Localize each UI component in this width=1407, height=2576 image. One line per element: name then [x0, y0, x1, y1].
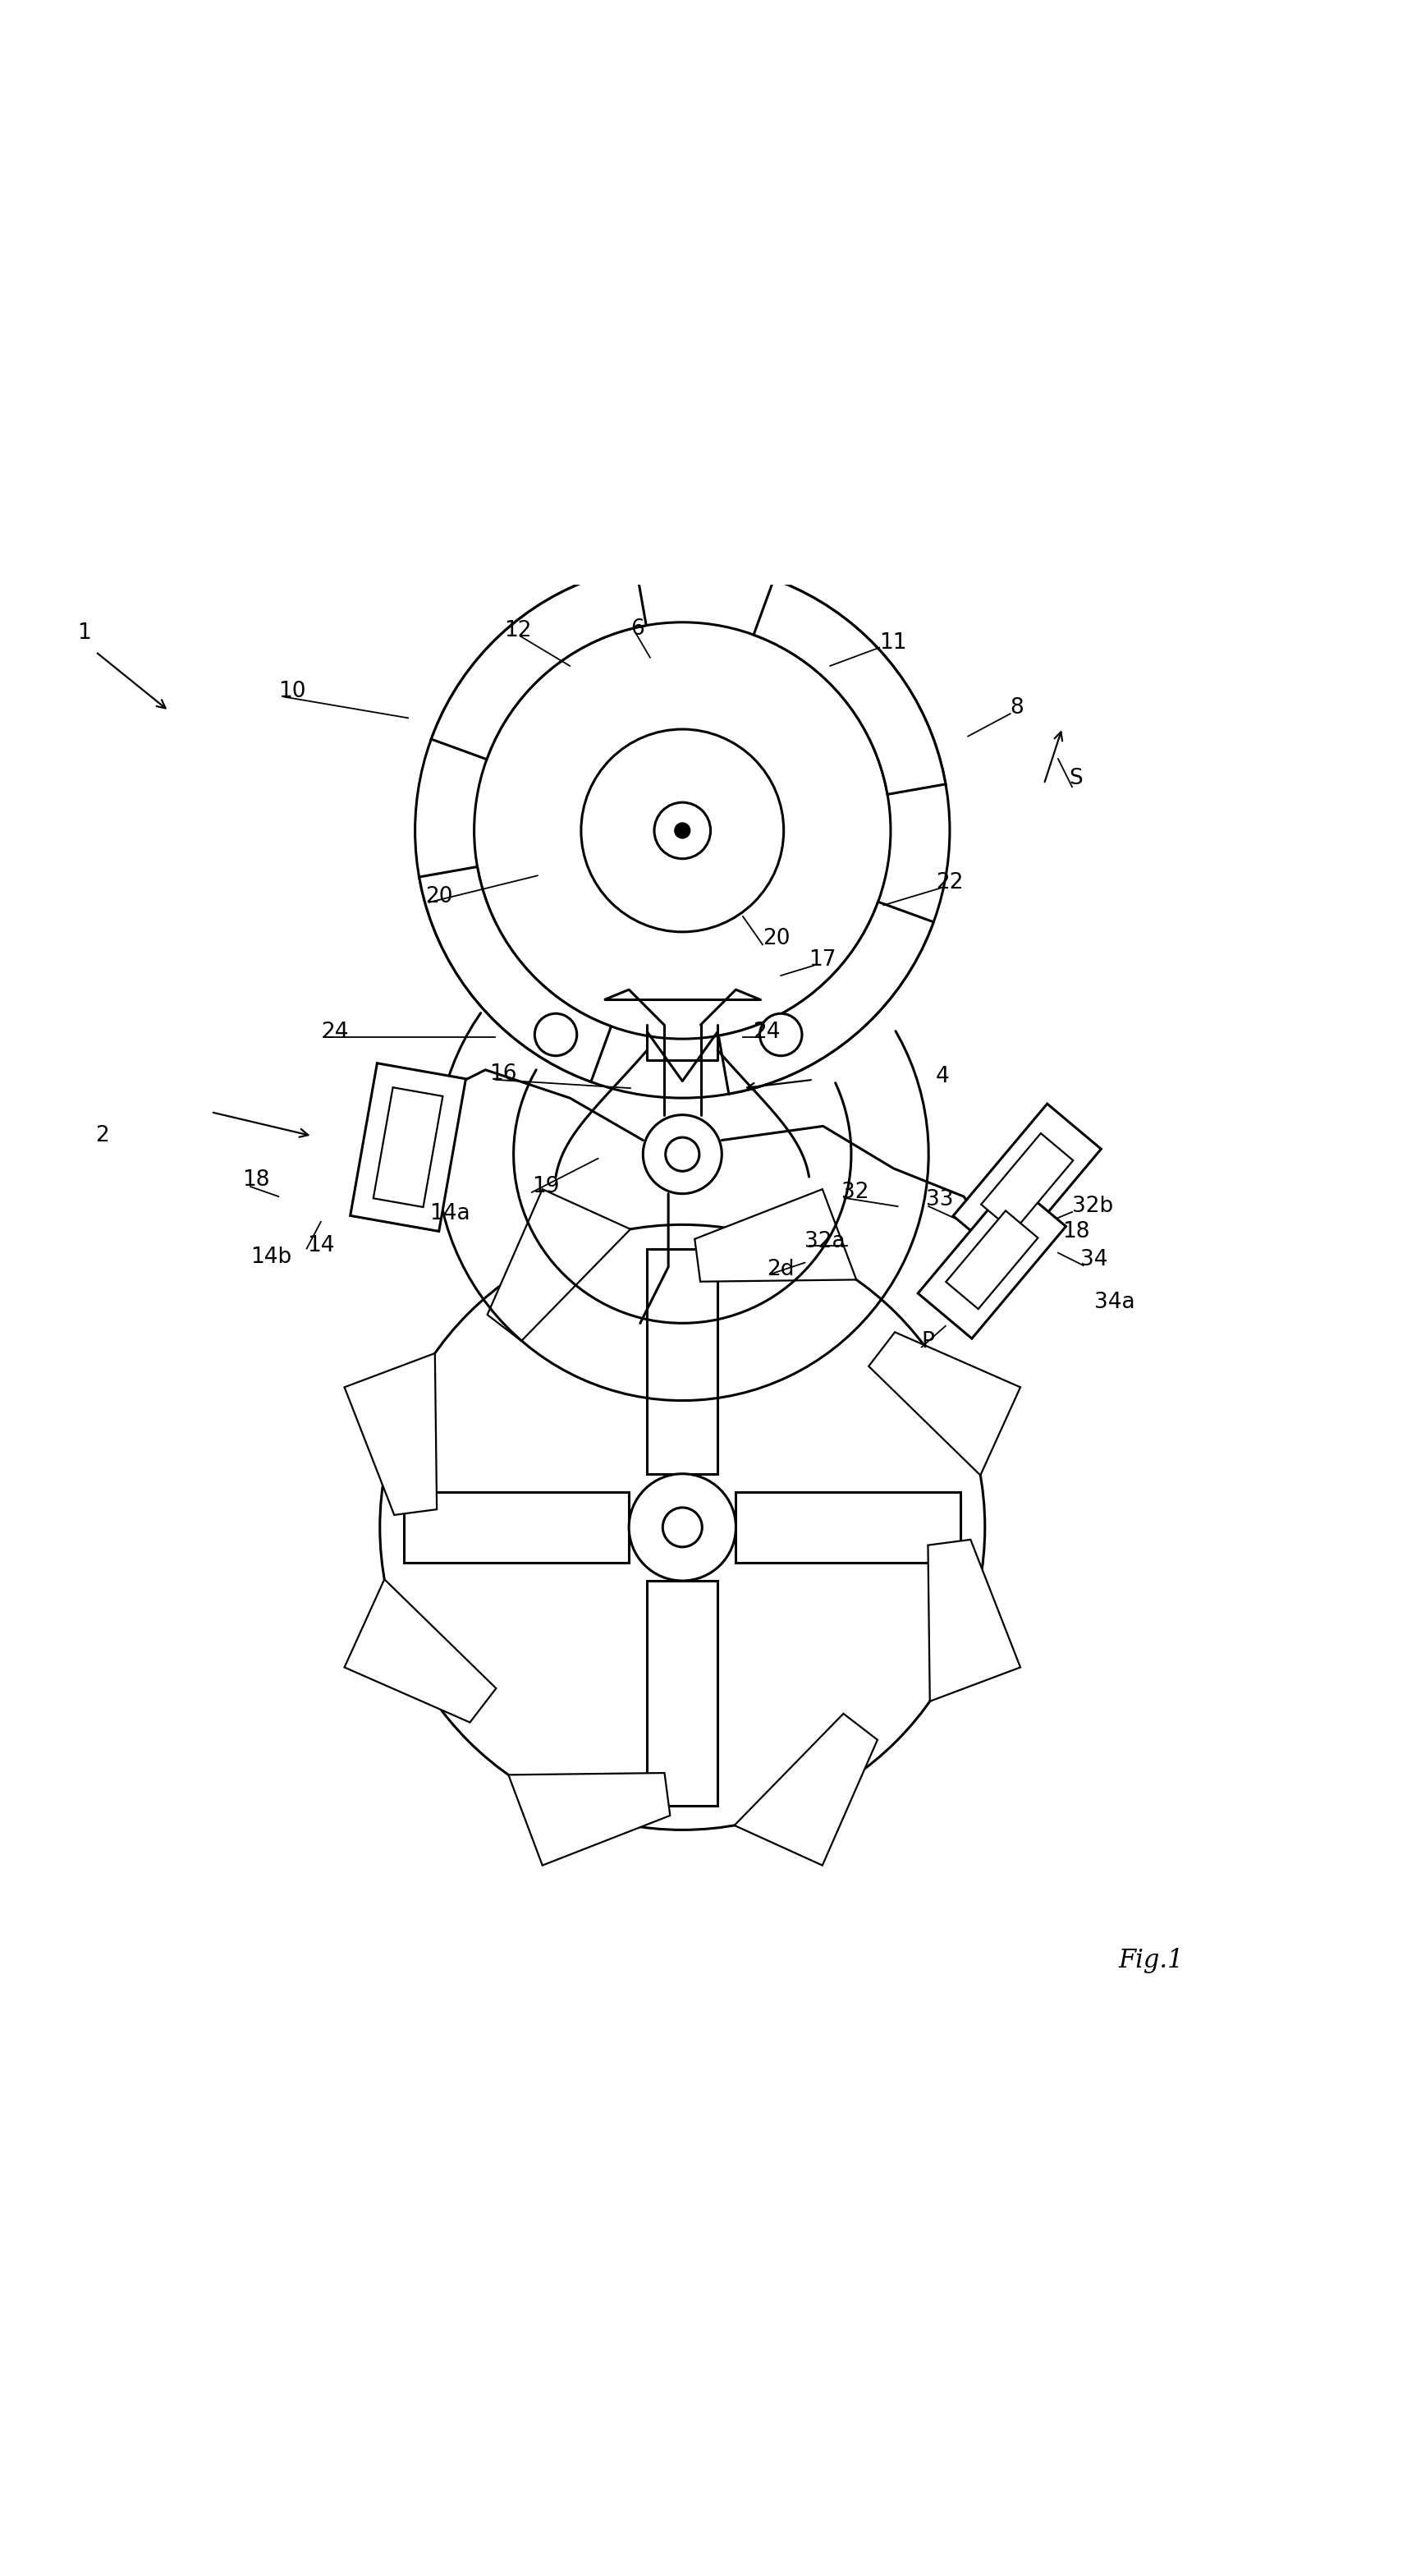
Text: 16: 16 [490, 1064, 518, 1084]
Text: 32b: 32b [1072, 1195, 1113, 1216]
Circle shape [675, 824, 689, 837]
Text: Fig.1: Fig.1 [1119, 1947, 1183, 1973]
Polygon shape [868, 1332, 1020, 1476]
Text: 34: 34 [1081, 1249, 1109, 1270]
Polygon shape [373, 1087, 443, 1208]
Circle shape [535, 1012, 577, 1056]
Polygon shape [946, 1211, 1038, 1309]
Polygon shape [719, 902, 934, 1095]
Text: 6: 6 [630, 618, 644, 639]
Polygon shape [431, 567, 646, 760]
Text: 22: 22 [936, 871, 964, 894]
Text: 18: 18 [242, 1170, 270, 1190]
Text: 19: 19 [532, 1177, 560, 1198]
Polygon shape [508, 1772, 670, 1865]
Text: 2d: 2d [767, 1260, 795, 1280]
Text: 12: 12 [504, 621, 532, 641]
Polygon shape [754, 580, 946, 793]
Circle shape [643, 1115, 722, 1193]
Polygon shape [345, 1352, 436, 1515]
Text: 10: 10 [279, 680, 307, 701]
Polygon shape [419, 866, 611, 1082]
Circle shape [474, 623, 891, 1038]
Polygon shape [981, 1133, 1074, 1231]
Circle shape [666, 1139, 699, 1172]
Text: 34a: 34a [1095, 1291, 1135, 1314]
Circle shape [380, 1224, 985, 1829]
Polygon shape [647, 1249, 718, 1473]
Polygon shape [734, 1713, 878, 1865]
Text: 4: 4 [936, 1066, 950, 1087]
Text: 32: 32 [841, 1182, 870, 1203]
Polygon shape [929, 1540, 1020, 1700]
Polygon shape [350, 1064, 466, 1231]
Polygon shape [647, 1582, 718, 1806]
Text: 20: 20 [763, 927, 791, 951]
Circle shape [629, 1473, 736, 1582]
Text: 17: 17 [809, 951, 837, 971]
Text: S: S [1069, 768, 1083, 788]
Text: 2: 2 [96, 1126, 110, 1146]
Circle shape [415, 564, 950, 1097]
Text: 32a: 32a [805, 1231, 846, 1252]
Text: 24: 24 [321, 1020, 349, 1043]
Circle shape [581, 729, 784, 933]
Text: P: P [922, 1332, 934, 1352]
Circle shape [663, 1507, 702, 1548]
Circle shape [760, 1012, 802, 1056]
Polygon shape [695, 1190, 857, 1283]
Text: 33: 33 [926, 1188, 954, 1211]
Text: 1: 1 [77, 623, 91, 644]
Text: 18: 18 [1062, 1221, 1090, 1242]
Polygon shape [736, 1492, 961, 1564]
Text: 8: 8 [1010, 698, 1024, 719]
Circle shape [654, 801, 711, 858]
Polygon shape [404, 1492, 629, 1564]
Polygon shape [345, 1579, 497, 1723]
Polygon shape [917, 1182, 1067, 1340]
Text: 20: 20 [425, 886, 453, 907]
Polygon shape [953, 1103, 1102, 1262]
Text: 14: 14 [307, 1234, 335, 1257]
Text: 11: 11 [879, 634, 908, 654]
Polygon shape [487, 1190, 630, 1342]
Text: 14a: 14a [429, 1203, 470, 1224]
Text: 14b: 14b [250, 1247, 291, 1267]
Text: 24: 24 [753, 1020, 781, 1043]
